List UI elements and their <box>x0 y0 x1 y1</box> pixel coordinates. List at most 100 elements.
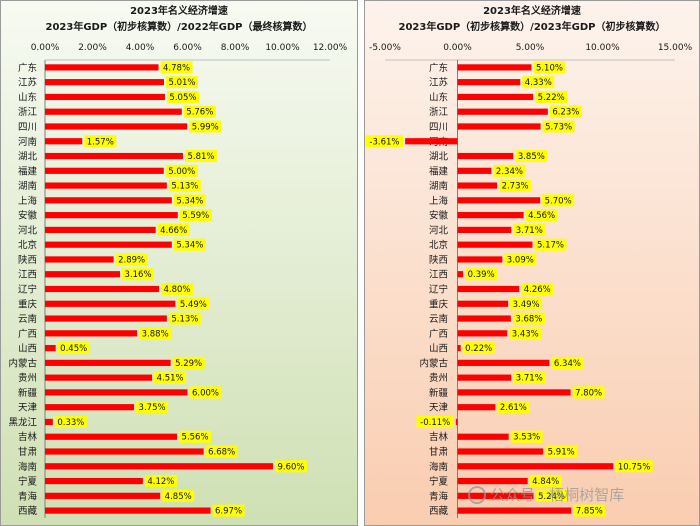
data-label: 0.39% <box>468 270 495 280</box>
data-label-box <box>504 253 537 266</box>
data-label: 5.81% <box>187 152 214 162</box>
data-label-box <box>573 504 606 517</box>
bar <box>45 64 159 71</box>
data-label: 3.43% <box>512 329 539 339</box>
data-label: 4.66% <box>160 226 187 236</box>
data-label: 3.09% <box>507 255 534 265</box>
category-label: 内蒙古 <box>419 357 448 369</box>
data-label: 5.49% <box>180 300 207 310</box>
bar <box>457 463 614 470</box>
x-tick-label: -5.00% <box>369 43 401 53</box>
chart-title: 2023年名义经济增速 <box>483 4 581 17</box>
data-label: -3.61% <box>369 137 399 147</box>
data-label-box <box>462 342 495 355</box>
data-label-box <box>179 430 212 443</box>
bar <box>457 433 509 440</box>
bar <box>405 138 458 145</box>
watermark: 公众号 · 梧桐树智库 <box>468 484 624 505</box>
data-label-box <box>168 179 201 192</box>
category-label: 山西 <box>429 344 448 355</box>
data-label: 5.56% <box>182 433 209 443</box>
bar <box>45 418 53 426</box>
category-label: 吉林 <box>429 431 449 443</box>
category-label: 吉林 <box>18 431 38 443</box>
bar <box>457 212 524 219</box>
data-label-box <box>522 76 555 89</box>
data-label-box <box>275 460 307 473</box>
data-label-box <box>513 223 546 236</box>
bar <box>45 138 83 145</box>
category-label: 江西 <box>429 270 448 281</box>
data-label: 6.34% <box>554 359 581 369</box>
panel-divider <box>358 0 364 526</box>
data-label-box <box>365 135 404 148</box>
x-tick-label: 2.00% <box>78 43 107 53</box>
data-label-box <box>122 268 155 281</box>
category-label: 安徽 <box>18 210 38 222</box>
category-label: 湖北 <box>18 152 38 163</box>
data-label-box <box>549 105 582 118</box>
data-label: 3.68% <box>515 315 542 325</box>
bar <box>455 418 458 426</box>
data-label-box <box>509 327 542 340</box>
data-label: -0.11% <box>420 418 450 428</box>
data-label-box <box>115 253 148 266</box>
category-label: 浙江 <box>429 106 449 118</box>
x-tick-label: 0.00% <box>31 43 60 53</box>
category-label: 广东 <box>429 62 448 74</box>
data-label-box <box>154 371 187 384</box>
bar <box>457 344 461 352</box>
bar <box>45 167 164 174</box>
category-label: 西藏 <box>18 505 38 517</box>
bar <box>45 108 182 115</box>
bar <box>45 212 178 219</box>
data-label: 5.91% <box>548 448 575 458</box>
bar <box>45 374 153 381</box>
data-label: 5.13% <box>171 182 198 192</box>
category-label: 福建 <box>18 165 38 177</box>
bar <box>457 79 521 86</box>
bar <box>45 241 172 248</box>
category-label: 陕西 <box>429 254 448 266</box>
category-label: 山西 <box>18 344 37 355</box>
watermark-text: 公众号 · 梧桐树智库 <box>490 486 625 504</box>
data-label: 5.29% <box>175 359 202 369</box>
data-label-box <box>535 489 568 502</box>
category-label: 广西 <box>429 328 448 340</box>
data-label-box <box>465 268 498 281</box>
data-label: 4.84% <box>532 477 559 487</box>
data-label: 6.97% <box>215 507 242 517</box>
data-label: 5.10% <box>536 63 563 73</box>
bar <box>45 433 178 440</box>
data-label-box <box>161 283 193 295</box>
category-label: 辽宁 <box>18 284 37 296</box>
data-label-box <box>545 445 578 458</box>
chart-left: 2023年名义经济增速 2023年GDP（初步核算数）/2022年GDP（最终核算… <box>0 0 358 526</box>
bar <box>45 389 188 396</box>
data-label-box <box>183 105 216 118</box>
category-label: 河南 <box>18 136 37 148</box>
data-label: 5.01% <box>168 78 195 88</box>
data-label-box <box>510 297 543 310</box>
x-tick-label: 4.00% <box>126 43 155 53</box>
data-label-box <box>139 327 172 340</box>
data-label-box <box>572 386 605 399</box>
data-label-box <box>144 475 177 488</box>
data-label-box <box>165 76 198 89</box>
data-label-box <box>179 209 212 222</box>
data-label: 3.71% <box>516 374 543 384</box>
data-label: 9.60% <box>277 462 304 472</box>
category-label: 四川 <box>429 122 448 133</box>
category-label: 贵州 <box>429 372 448 384</box>
data-label: 10.75% <box>618 462 650 472</box>
category-label: 广东 <box>18 62 37 74</box>
data-label: 6.68% <box>208 448 235 458</box>
bar <box>457 123 541 130</box>
data-label-box <box>521 283 554 295</box>
category-label: 山东 <box>429 91 448 103</box>
data-label: 2.73% <box>502 182 529 192</box>
chart-subtitle: 2023年GDP（初步核算数）/2022年GDP（最终核算数） <box>46 20 313 33</box>
data-label: 7.85% <box>576 507 603 517</box>
bar <box>457 448 544 455</box>
data-label: 5.59% <box>182 211 209 221</box>
